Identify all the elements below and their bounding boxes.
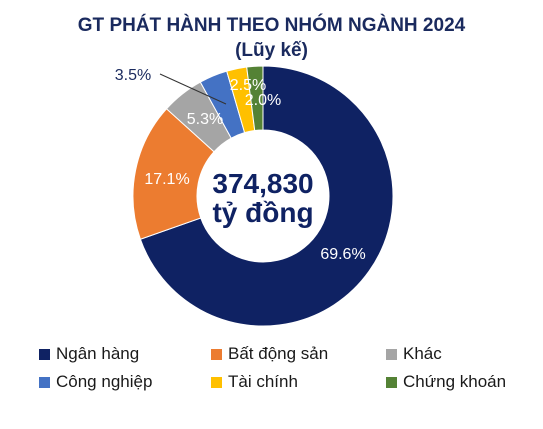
slice-chung-khoan xyxy=(246,65,264,132)
legend-item-tai-chinh: Tài chính xyxy=(211,372,298,392)
legend-item-cong-nghiep: Công nghiệp xyxy=(39,372,152,392)
chart-subtitle: (Lũy kế) xyxy=(235,40,308,61)
slice-label-bat-dong-san: 17.1% xyxy=(144,171,189,188)
slice-label-khac: 5.3% xyxy=(187,111,223,128)
slice-label-ngan-hang: 69.6% xyxy=(320,246,365,263)
callout-line xyxy=(159,73,227,105)
legend-swatch xyxy=(386,376,397,388)
center-total-value: 374,830 xyxy=(212,168,313,199)
donut-chart: 69.6% 17.1% 5.3% 3.5% 2.5%2.0% 374,830 tỷ đồ… xyxy=(115,65,394,327)
chart-title: GT PHÁT HÀNH THEO NHÓM NGÀNH 2024 xyxy=(77,15,466,36)
legend-label: Chứng khoán xyxy=(403,372,507,391)
legend-label: Khác xyxy=(403,344,442,363)
legend-item-khac: Khác xyxy=(386,344,442,364)
legend-item-bat-dong-san: Bất động sản xyxy=(211,344,328,364)
slice-label-cong-nghiep: 3.5% xyxy=(115,67,151,84)
legend-item-ngan-hang: Ngân hàng xyxy=(39,344,139,364)
legend-label: Bất động sản xyxy=(228,344,329,363)
legend-label: Ngân hàng xyxy=(56,344,140,363)
legend-swatch xyxy=(386,348,397,360)
legend-item-chung-khoan: Chứng khoán xyxy=(386,372,506,392)
legend-swatch xyxy=(211,376,222,388)
legend-label: Công nghiệp xyxy=(56,372,153,391)
legend-swatch xyxy=(39,376,50,388)
slice-label-tai-chinh: 2.5% xyxy=(230,77,266,94)
legend-label: Tài chính xyxy=(228,372,298,391)
center-total-unit: tỷ đồng xyxy=(212,197,313,228)
slice-label-chung-khoan: 2.0% xyxy=(245,92,281,109)
legend-swatch xyxy=(211,348,222,360)
slice-ngan-hang xyxy=(139,65,394,327)
legend-swatch xyxy=(39,348,50,360)
